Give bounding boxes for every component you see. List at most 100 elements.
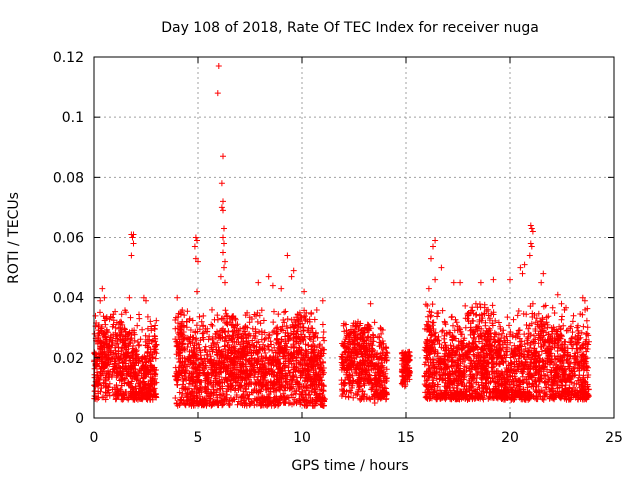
data-point — [308, 311, 315, 317]
data-point — [584, 324, 591, 331]
data-point — [123, 388, 130, 395]
data-point — [92, 312, 99, 319]
data-point — [176, 359, 183, 366]
data-point — [98, 363, 105, 370]
data-point — [132, 371, 139, 378]
data-point — [135, 358, 142, 364]
data-point — [214, 316, 221, 323]
data-point — [214, 339, 221, 346]
data-point — [112, 308, 119, 315]
data-point — [119, 321, 126, 328]
data-point — [149, 354, 156, 361]
data-point — [242, 385, 249, 392]
data-point — [181, 312, 188, 319]
data-point — [223, 320, 230, 327]
data-point — [121, 344, 128, 351]
data-point — [185, 340, 192, 347]
data-point — [504, 314, 511, 321]
data-point — [92, 383, 99, 390]
data-point — [125, 379, 132, 386]
data-point — [125, 370, 132, 377]
data-point — [120, 368, 127, 375]
data-point — [234, 401, 241, 408]
data-point — [128, 365, 135, 372]
data-point — [200, 312, 207, 319]
data-point — [142, 355, 149, 361]
data-point — [257, 320, 264, 327]
data-point — [248, 316, 255, 322]
data-point — [112, 386, 118, 392]
data-point — [514, 312, 521, 319]
data-point — [200, 330, 207, 336]
data-point — [131, 331, 138, 338]
data-point — [131, 337, 138, 344]
chart-title: Day 108 of 2018, Rate Of TEC Index for r… — [161, 20, 539, 36]
data-point — [112, 358, 119, 364]
data-point — [147, 358, 154, 365]
data-point — [138, 365, 145, 372]
data-point — [121, 380, 128, 387]
data-point — [138, 355, 145, 362]
data-point — [122, 375, 128, 382]
data-point — [145, 369, 152, 376]
data-point — [558, 300, 565, 307]
data-point — [151, 370, 158, 377]
data-point — [271, 308, 277, 315]
data-point — [95, 394, 102, 401]
data-point — [201, 355, 208, 362]
data-point — [506, 322, 512, 329]
data-point — [551, 310, 558, 316]
data-point — [215, 344, 222, 351]
data-point — [92, 395, 99, 402]
data-point — [101, 344, 108, 351]
data-point — [152, 336, 159, 342]
data-points — [91, 63, 592, 409]
data-point — [137, 336, 144, 343]
data-point — [132, 390, 139, 397]
data-point — [196, 372, 203, 379]
data-point — [91, 365, 98, 372]
data-point — [313, 307, 320, 313]
data-point — [115, 360, 122, 367]
data-point — [127, 314, 134, 321]
data-point — [299, 365, 306, 372]
data-point — [132, 359, 139, 366]
data-point — [172, 395, 179, 401]
data-point — [94, 362, 100, 369]
data-point — [208, 321, 215, 328]
data-point — [122, 360, 129, 367]
data-point — [110, 351, 116, 358]
data-point — [107, 343, 113, 350]
data-point — [210, 369, 217, 376]
data-point — [152, 391, 159, 398]
data-point — [102, 321, 109, 328]
data-point — [262, 335, 269, 342]
data-point — [274, 353, 281, 360]
data-point — [442, 321, 449, 328]
data-point — [540, 396, 547, 403]
data-point — [229, 365, 236, 372]
data-point — [118, 311, 125, 318]
data-point — [118, 392, 125, 399]
data-point — [125, 336, 131, 343]
data-point — [583, 317, 590, 324]
data-point — [214, 312, 221, 319]
data-point — [117, 318, 124, 325]
data-point — [152, 343, 158, 350]
data-point — [142, 338, 149, 345]
data-point — [183, 318, 190, 325]
data-point — [144, 366, 151, 373]
data-point — [197, 349, 204, 356]
data-point — [178, 397, 185, 404]
data-point — [114, 372, 121, 379]
data-point — [306, 318, 313, 325]
data-point — [230, 396, 237, 403]
data-point — [122, 307, 128, 314]
data-point — [110, 392, 117, 399]
data-point — [340, 387, 347, 394]
data-point — [179, 390, 186, 397]
data-point — [100, 394, 107, 401]
data-point — [212, 331, 219, 338]
data-point — [142, 391, 149, 398]
